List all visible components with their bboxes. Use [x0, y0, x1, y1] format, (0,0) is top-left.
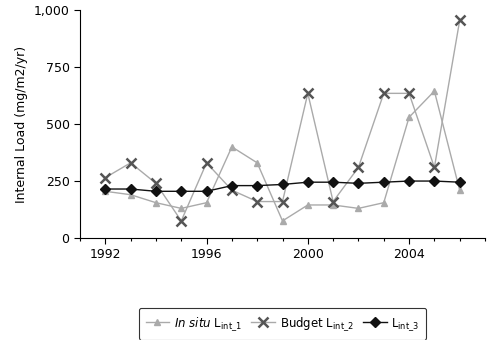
Y-axis label: Internal Load (mg/m2/yr): Internal Load (mg/m2/yr) — [15, 46, 28, 203]
Legend: $\it{In\ situ}$ $\mathregular{L_{int\_1}}$, Budget $\mathregular{L_{int\_2}}$, $: $\it{In\ situ}$ $\mathregular{L_{int\_1}… — [138, 308, 426, 340]
